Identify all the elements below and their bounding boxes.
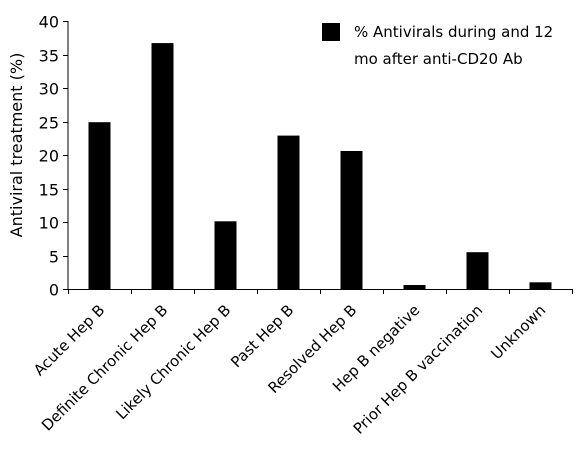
y-axis: 0 5 10 15 20 25 30 35 40: [39, 13, 69, 300]
legend-label: % Antivirals during and 12 mo after anti…: [354, 23, 558, 68]
y-tick-label: 35: [39, 47, 59, 66]
bar: [403, 285, 426, 289]
y-tick-label: 40: [39, 13, 59, 32]
y-tick-label: 5: [49, 248, 59, 267]
x-category-label: Prior Hep B vaccination: [350, 301, 487, 438]
y-tick-label: 30: [39, 80, 59, 99]
bar-series: [88, 43, 552, 289]
x-category-label: Unknown: [487, 301, 549, 363]
y-tick-label: 15: [39, 181, 59, 200]
y-axis-title: Antiviral treatment (%): [7, 53, 26, 238]
y-tick-label: 10: [39, 214, 59, 233]
legend-label-line-1: % Antivirals during and 12: [354, 23, 553, 41]
bar: [466, 252, 489, 289]
bar: [214, 221, 237, 289]
bar: [340, 151, 363, 289]
legend-label-line-2: mo after anti-CD20 Ab: [354, 50, 523, 68]
bar: [88, 122, 111, 289]
x-axis: [68, 289, 573, 294]
y-tick-label: 20: [39, 147, 59, 166]
legend: % Antivirals during and 12 mo after anti…: [322, 23, 558, 68]
bar: [277, 135, 300, 289]
y-tick-label: 25: [39, 114, 59, 133]
x-category-label: Definite Chronic Hep B: [38, 301, 171, 434]
legend-swatch: [322, 23, 340, 41]
x-category-label: Likely Chronic Hep B: [112, 301, 234, 423]
y-tick-label: 0: [49, 281, 59, 300]
bar: [151, 43, 174, 289]
bar: [529, 282, 552, 289]
